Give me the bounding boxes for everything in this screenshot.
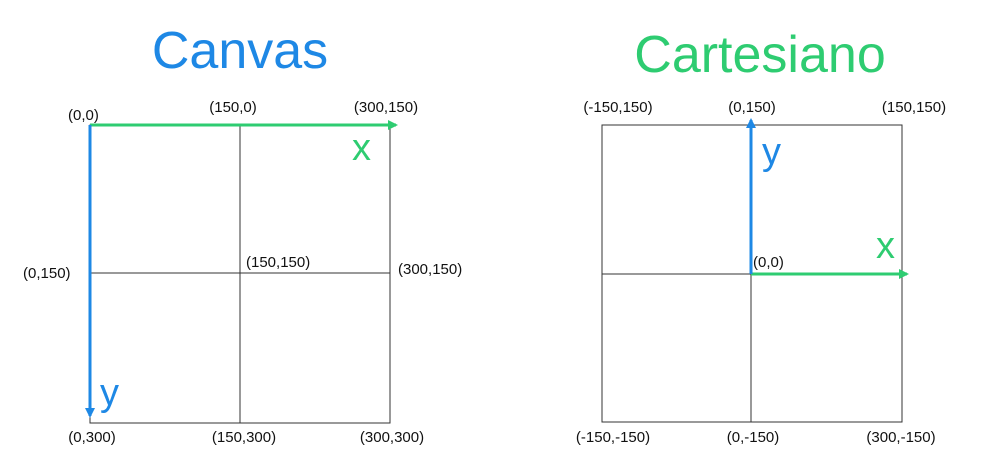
- canvas-panel: Canvas x y (0,0) (150,0) (300,150) (0,15…: [23, 22, 462, 446]
- canvas-y-axis-label: y: [100, 372, 119, 414]
- cartesian-label-center: (0,0): [753, 254, 784, 271]
- canvas-label-top-left: (0,0): [68, 107, 99, 124]
- canvas-label-center: (150,150): [246, 254, 310, 271]
- cartesian-x-axis-label: x: [876, 225, 895, 267]
- cartesian-label-bottom-left: (-150,-150): [576, 429, 650, 446]
- canvas-label-bottom-left: (0,300): [68, 429, 116, 446]
- cartesian-label-top-right: (150,150): [882, 99, 946, 116]
- canvas-label-bottom-mid: (150,300): [212, 429, 276, 446]
- canvas-label-top-mid: (150,0): [209, 99, 257, 116]
- cartesian-label-bottom-mid: (0,-150): [727, 429, 780, 446]
- canvas-label-mid-right: (300,150): [398, 261, 462, 278]
- cartesian-title: Cartesiano: [634, 26, 885, 84]
- canvas-label-bottom-right: (300,300): [360, 429, 424, 446]
- cartesian-y-axis-label: y: [762, 131, 781, 173]
- canvas-x-axis-label: x: [352, 127, 371, 169]
- cartesian-label-top-left: (-150,150): [583, 99, 652, 116]
- canvas-title: Canvas: [152, 22, 328, 80]
- canvas-label-top-right: (300,150): [354, 99, 418, 116]
- cartesian-label-bottom-right: (300,-150): [866, 429, 935, 446]
- canvas-label-mid-left: (0,150): [23, 265, 71, 282]
- cartesian-label-top-mid: (0,150): [728, 99, 776, 116]
- cartesian-panel: Cartesiano x y (-150,150) (0,150) (150,1…: [576, 26, 946, 446]
